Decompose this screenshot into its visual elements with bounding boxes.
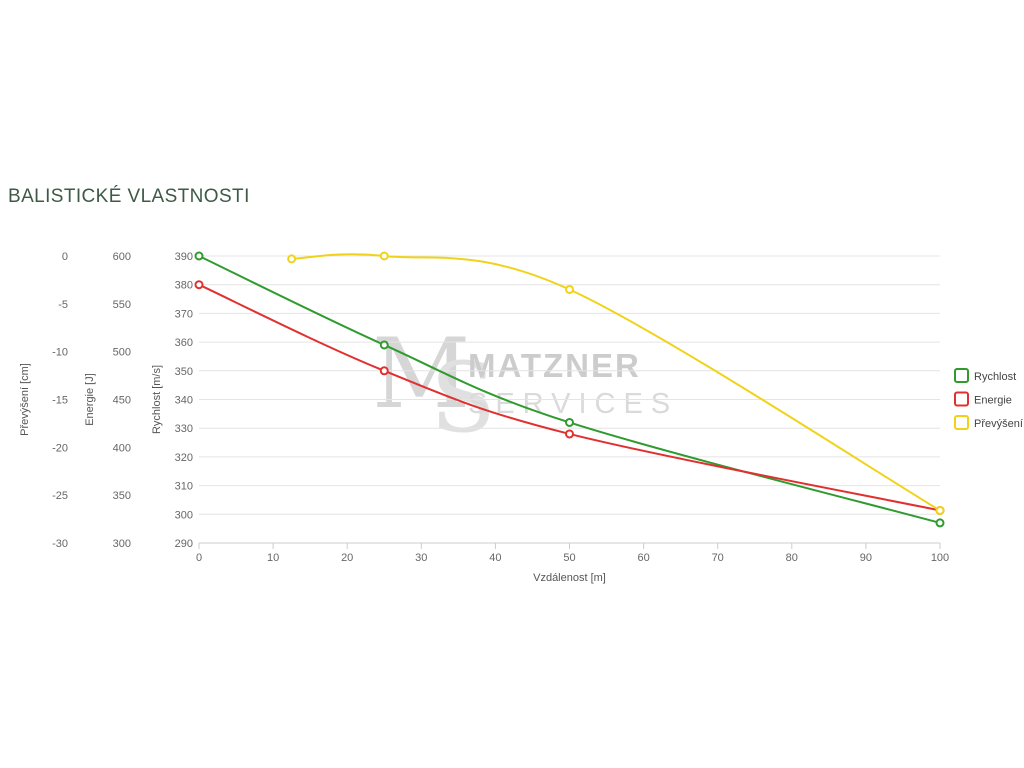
series-energie <box>194 280 945 515</box>
data-point <box>935 518 945 528</box>
legend-swatch <box>954 368 969 383</box>
x-tick-label: 50 <box>563 552 575 564</box>
series-line <box>198 283 941 512</box>
y-tick-label: 300 <box>175 509 193 521</box>
data-point <box>194 251 204 261</box>
y-tick-label: -10 <box>52 347 68 359</box>
y-tick-label: -5 <box>58 299 68 311</box>
y-axis-title: Energie [J] <box>84 373 96 426</box>
legend-swatch <box>954 391 969 407</box>
legend-item-prevyseni[interactable]: Převýšení <box>954 415 1023 430</box>
x-tick-label: 90 <box>860 552 872 564</box>
data-point <box>194 280 204 290</box>
data-point <box>379 366 389 376</box>
y-tick-label: 350 <box>175 366 193 378</box>
series-line <box>291 253 941 512</box>
legend-label: Rychlost <box>974 371 1016 383</box>
y-tick-label: 600 <box>113 251 131 263</box>
y-tick-label: -15 <box>52 395 68 407</box>
data-point <box>565 429 574 439</box>
series-rychlost <box>194 251 945 528</box>
data-point <box>565 284 574 294</box>
y-tick-label: 340 <box>175 395 193 407</box>
y-tick-label: 450 <box>113 395 131 407</box>
page-title: BALISTICKÉ VLASTNOSTI <box>8 186 250 207</box>
data-point <box>565 417 574 427</box>
y-tick-label: 550 <box>113 299 131 311</box>
y-tick-label: 370 <box>175 308 193 320</box>
legend-item-rychlost[interactable]: Rychlost <box>954 368 1016 383</box>
y-tick-label: 300 <box>113 538 131 550</box>
x-tick-label: 80 <box>786 552 798 564</box>
y-tick-label: 330 <box>175 423 193 435</box>
data-point <box>379 251 389 261</box>
y-tick-label: 350 <box>113 490 131 502</box>
y-axis-title: Převýšení [cm] <box>19 363 31 436</box>
legend-swatch <box>954 415 969 430</box>
y-tick-label: -25 <box>52 490 68 502</box>
y-tick-label: 0 <box>62 251 68 263</box>
x-tick-label: 60 <box>637 552 649 564</box>
data-point <box>287 254 297 264</box>
legend-label: Energie <box>974 395 1012 407</box>
y-tick-label: 380 <box>175 280 193 292</box>
series-prevyseni <box>287 251 945 515</box>
x-tick-label: 10 <box>267 552 279 564</box>
y-tick-label: 310 <box>175 481 193 493</box>
x-tick-label: 20 <box>341 552 353 564</box>
x-tick-label: 100 <box>931 552 949 564</box>
y-tick-label: -30 <box>52 538 68 550</box>
y-tick-label: 320 <box>175 452 193 464</box>
x-axis-title: Vzdálenost [m] <box>533 572 606 584</box>
x-tick-label: 40 <box>489 552 501 564</box>
y-tick-label: 500 <box>113 347 131 359</box>
x-tick-label: 30 <box>415 552 427 564</box>
data-point <box>935 505 945 515</box>
x-tick-label: 0 <box>196 552 202 564</box>
x-tick-label: 70 <box>712 552 724 564</box>
legend-label: Převýšení <box>974 418 1023 430</box>
y-tick-label: 390 <box>175 251 193 263</box>
legend-item-energie[interactable]: Energie <box>954 391 1012 407</box>
y-tick-label: -20 <box>52 442 68 454</box>
y-axis-title: Rychlost [m/s] <box>151 365 163 434</box>
y-tick-label: 360 <box>175 337 193 349</box>
y-tick-label: 400 <box>113 442 131 454</box>
y-tick-label: 290 <box>175 538 193 550</box>
series-line <box>198 255 941 524</box>
data-point <box>379 340 389 350</box>
